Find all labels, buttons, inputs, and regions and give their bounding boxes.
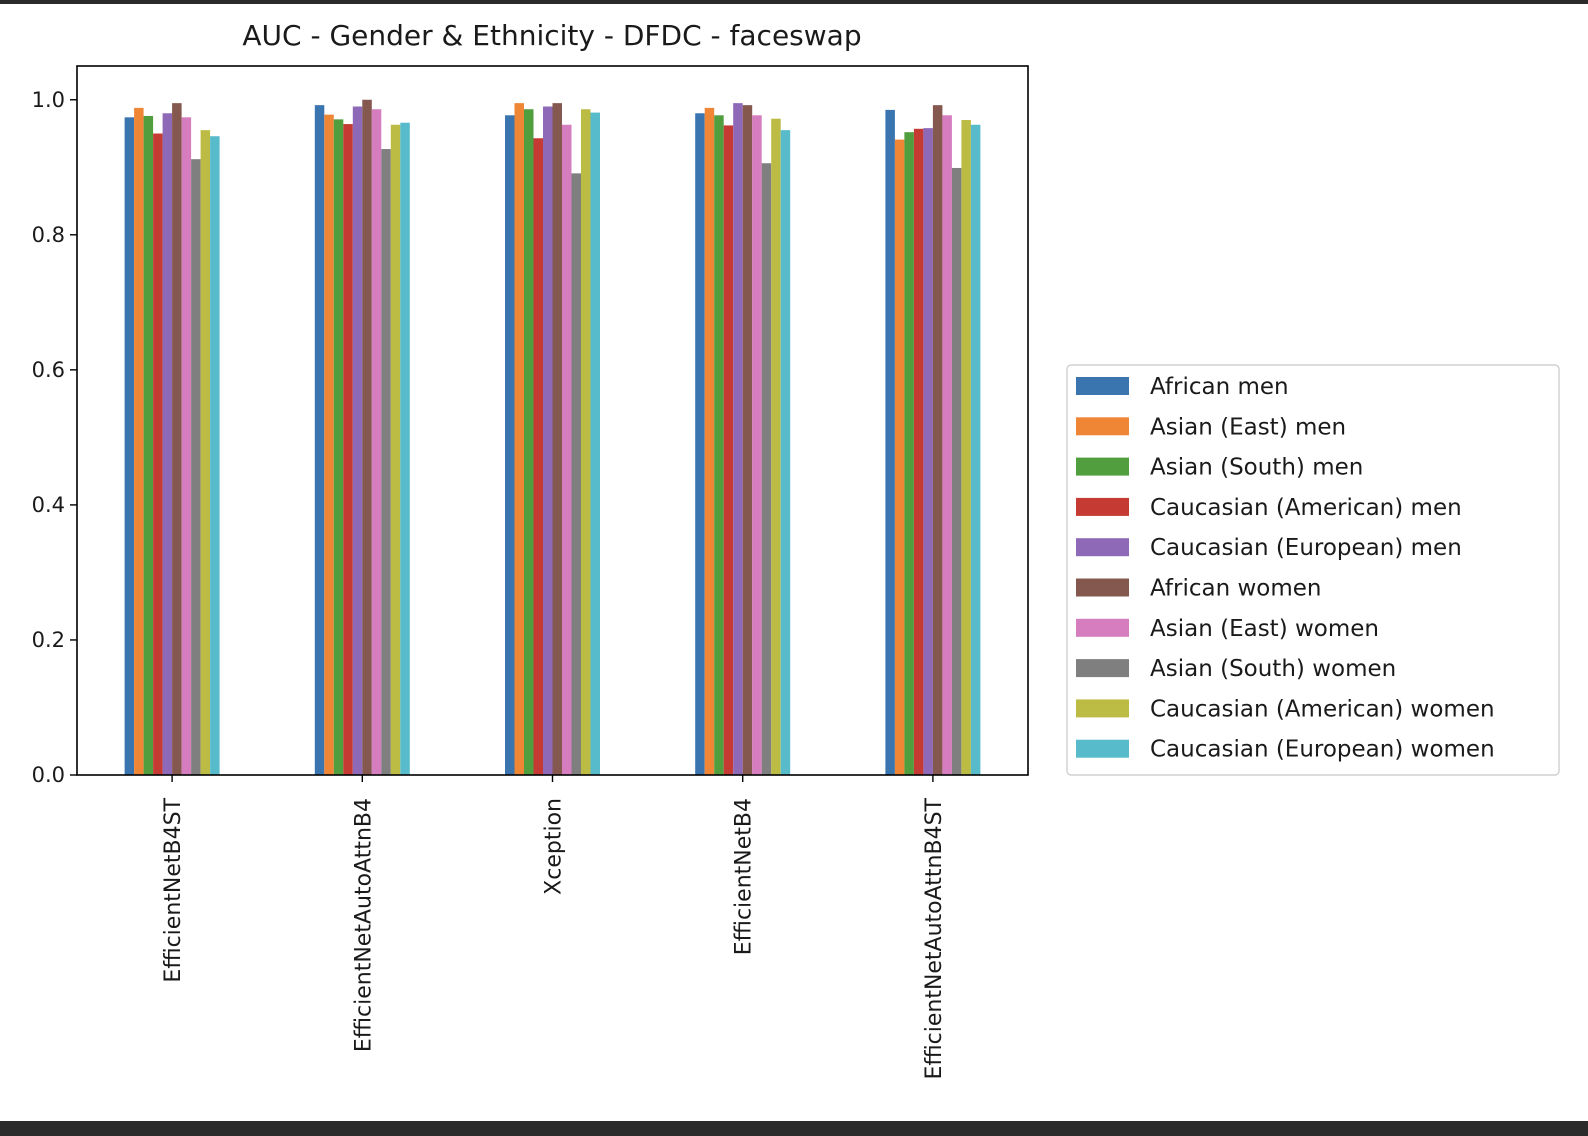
bar-3-2 — [714, 115, 724, 776]
bar-3-9 — [780, 130, 791, 775]
bar-1-1 — [324, 114, 334, 776]
bar-4-6 — [942, 115, 952, 776]
bar-4-8 — [961, 120, 971, 775]
legend-label-5: African women — [1150, 576, 1322, 602]
bar-1-5 — [362, 99, 372, 775]
bar-4-9 — [970, 124, 981, 775]
x-tick-label-3: EfficientNetB4 — [732, 798, 757, 955]
bar-4-3 — [913, 128, 924, 776]
bar-4-7 — [951, 167, 962, 775]
bar-0-9 — [210, 136, 220, 776]
bar-0-0 — [124, 117, 135, 775]
bar-2-8 — [581, 109, 591, 776]
bar-1-2 — [333, 119, 344, 776]
bar-1-6 — [371, 109, 382, 776]
bar-1-9 — [400, 122, 410, 776]
bar-2-9 — [590, 112, 600, 776]
bar-2-5 — [552, 103, 562, 775]
legend-swatch-7 — [1076, 659, 1129, 678]
bar-2-2 — [524, 109, 534, 776]
bar-0-8 — [200, 130, 211, 775]
legend-label-7: Asian (South) women — [1150, 656, 1396, 682]
legend-swatch-6 — [1076, 618, 1129, 637]
y-tick-label-5: 1.0 — [32, 88, 65, 112]
bar-3-0 — [695, 113, 705, 775]
bar-0-7 — [191, 159, 201, 775]
bar-4-2 — [904, 132, 914, 776]
legend-swatch-1 — [1076, 417, 1129, 436]
bar-2-0 — [505, 115, 515, 776]
bar-4-5 — [932, 105, 943, 775]
x-tick-label-4: EfficientNetAutoAttnB4ST — [922, 797, 947, 1079]
x-tick-label-1: EfficientNetAutoAttnB4 — [351, 798, 376, 1052]
legend-swatch-9 — [1076, 739, 1129, 758]
legend-box — [1066, 364, 1560, 776]
bar-2-3 — [533, 138, 543, 775]
y-axis: 0.0 0.2 0.4 0.6 0.8 1.0 — [32, 88, 77, 787]
bar-1-4 — [352, 106, 363, 775]
legend-label-1: Asian (East) men — [1150, 414, 1346, 440]
legend-label-4: Caucasian (European) men — [1150, 535, 1462, 561]
legend-label-0: African men — [1150, 374, 1289, 400]
legend-label-2: Asian (South) men — [1150, 455, 1363, 481]
y-tick-label-3: 0.6 — [32, 358, 65, 382]
bar-3-1 — [704, 107, 715, 776]
legend-label-9: Caucasian (European) women — [1150, 737, 1495, 763]
legend-swatch-2 — [1076, 457, 1129, 476]
y-tick-label-1: 0.2 — [32, 628, 65, 652]
y-tick-label-4: 0.8 — [32, 223, 65, 247]
bar-2-1 — [514, 103, 524, 775]
bar-1-8 — [390, 124, 401, 775]
bar-3-6 — [752, 115, 762, 776]
legend-label-8: Caucasian (American) women — [1150, 696, 1495, 722]
legend-label-3: Caucasian (American) men — [1150, 495, 1462, 521]
bar-3-4 — [733, 103, 743, 775]
legend: African men Asian (East) men Asian (South)… — [1066, 364, 1560, 776]
bar-4-1 — [894, 139, 905, 776]
legend-swatch-5 — [1076, 578, 1129, 597]
y-tick-label-2: 0.4 — [32, 493, 65, 517]
bar-2-6 — [562, 124, 572, 775]
legend-swatch-8 — [1076, 699, 1129, 718]
bar-4-4 — [923, 128, 933, 775]
bar-0-3 — [153, 133, 163, 775]
legend-label-6: Asian (East) women — [1150, 616, 1379, 642]
bar-2-7 — [571, 173, 581, 776]
bar-4-0 — [885, 109, 895, 775]
x-tick-label-2: Xception — [542, 798, 567, 895]
x-axis: EfficientNetB4ST EfficientNetAutoAttnB4 Xc… — [161, 775, 947, 1080]
bar-3-5 — [742, 105, 753, 775]
bar-0-6 — [181, 117, 192, 775]
bar-3-3 — [723, 125, 734, 776]
x-tick-label-0: EfficientNetB4ST — [161, 797, 186, 982]
chart-title: AUC - Gender & Ethnicity - DFDC - facesw… — [242, 19, 861, 52]
bar-0-4 — [162, 113, 173, 775]
bars-group — [124, 99, 981, 776]
bar-0-1 — [134, 107, 144, 776]
y-tick-label-0: 0.0 — [32, 763, 65, 787]
bar-1-3 — [343, 124, 353, 775]
bar-3-7 — [761, 163, 772, 776]
bar-chart: AUC - Gender & Ethnicity - DFDC - facesw… — [32, 19, 1560, 1080]
legend-swatch-3 — [1076, 497, 1129, 516]
bar-1-0 — [314, 105, 325, 775]
bar-3-8 — [771, 118, 781, 776]
legend-swatch-0 — [1076, 377, 1129, 395]
legend-swatch-4 — [1076, 538, 1129, 557]
bar-1-7 — [381, 149, 391, 776]
bar-0-2 — [143, 115, 154, 776]
bar-2-4 — [543, 106, 553, 775]
bar-0-5 — [172, 103, 182, 775]
figure-frame: AUC - Gender & Ethnicity - DFDC - facesw… — [0, 4, 1588, 1121]
